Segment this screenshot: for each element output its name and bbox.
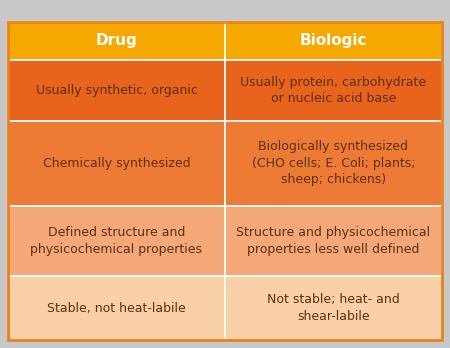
FancyBboxPatch shape bbox=[8, 22, 225, 60]
Text: Usually synthetic, organic: Usually synthetic, organic bbox=[36, 84, 198, 97]
FancyBboxPatch shape bbox=[225, 206, 442, 276]
Text: Usually protein, carbohydrate
or nucleic acid base: Usually protein, carbohydrate or nucleic… bbox=[240, 76, 427, 105]
FancyBboxPatch shape bbox=[225, 276, 442, 340]
FancyBboxPatch shape bbox=[225, 22, 442, 60]
FancyBboxPatch shape bbox=[8, 206, 225, 276]
Text: Defined structure and
physicochemical properties: Defined structure and physicochemical pr… bbox=[31, 227, 202, 256]
FancyBboxPatch shape bbox=[8, 276, 225, 340]
Text: Biologic: Biologic bbox=[300, 33, 367, 48]
Text: Drug: Drug bbox=[95, 33, 137, 48]
FancyBboxPatch shape bbox=[8, 121, 225, 206]
Text: Structure and physicochemical
properties less well defined: Structure and physicochemical properties… bbox=[236, 227, 431, 256]
FancyBboxPatch shape bbox=[225, 60, 442, 121]
FancyBboxPatch shape bbox=[8, 60, 225, 121]
Text: Chemically synthesized: Chemically synthesized bbox=[43, 157, 190, 170]
Text: Biologically synthesized
(CHO cells; E. Coli; plants;
sheep; chickens): Biologically synthesized (CHO cells; E. … bbox=[252, 141, 415, 187]
Text: Stable, not heat-labile: Stable, not heat-labile bbox=[47, 302, 186, 315]
Text: Not stable; heat- and
shear-labile: Not stable; heat- and shear-labile bbox=[267, 293, 400, 323]
FancyBboxPatch shape bbox=[225, 121, 442, 206]
